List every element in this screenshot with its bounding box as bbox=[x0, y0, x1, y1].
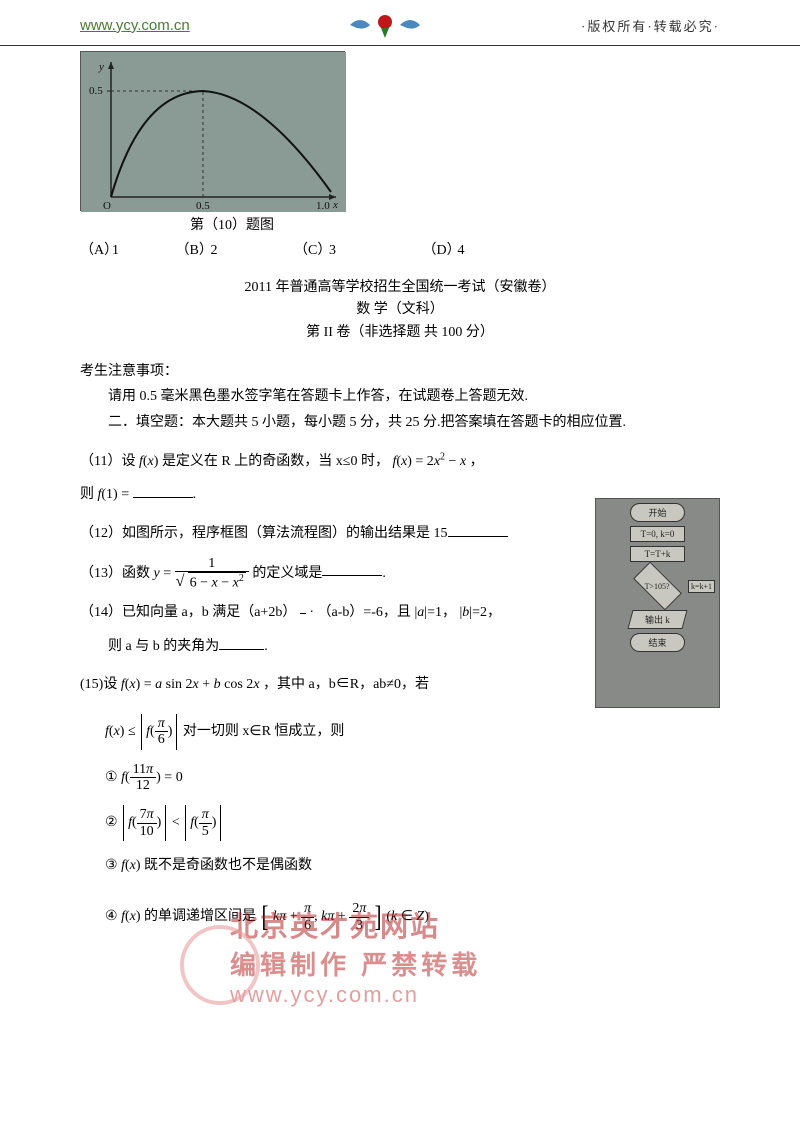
q15-cond-suffix: 对一切则 x∈R 恒成立，则 bbox=[183, 724, 345, 739]
x-tick-1: 0.5 bbox=[196, 200, 210, 212]
opt-A: 1 bbox=[112, 243, 172, 259]
opt-B-label: （B） bbox=[176, 239, 211, 259]
q11-prefix: （11）设 bbox=[80, 454, 135, 469]
exam-line1: 2011 年普通高等学校招生全国统一考试（安徽卷） bbox=[80, 277, 720, 299]
q11-mid: 是定义在 R 上的奇函数，当 x≤0 时， bbox=[162, 454, 389, 469]
q14-blank bbox=[219, 636, 264, 650]
q15-item1: ① f(11π12) = 0 bbox=[105, 762, 720, 794]
opt-C: 3 bbox=[329, 243, 419, 259]
notice-title: 考生注意事项： bbox=[80, 359, 720, 384]
fc-cond: T>105? bbox=[633, 562, 682, 611]
header-url: www.ycy.com.cn bbox=[80, 17, 190, 34]
q13-prefix: （13）函数 bbox=[80, 565, 150, 580]
q10-caption: 第（10）题图 bbox=[190, 214, 720, 234]
exam-line2: 数 学（文科） bbox=[80, 299, 720, 321]
x-axis-label: x bbox=[332, 199, 338, 211]
opt-D: 4 bbox=[458, 243, 465, 259]
page-header: www.ycy.com.cn ·版权所有·转载必究· bbox=[0, 0, 800, 46]
q11-blank bbox=[133, 484, 193, 498]
notice-block: 考生注意事项： 请用 0.5 毫米黑色墨水签字笔在答题卡上作答，在试题卷上答题无… bbox=[80, 359, 720, 435]
q15-condition: f(x) ≤ f(π6) 对一切则 x∈R 恒成立，则 bbox=[105, 714, 720, 750]
flowchart-figure: 开始 T=0, k=0 T=T+k T>105? k=k+1 输出 k 结束 bbox=[595, 498, 720, 708]
q15-abs1: f(π6) bbox=[141, 714, 177, 750]
x-tick-2: 1.0 bbox=[316, 200, 330, 212]
q15-suffix: ，其中 a，b∈R，ab≠0，若 bbox=[263, 677, 429, 692]
q10-graph: y x 0.5 0.5 1.0 O bbox=[80, 51, 345, 211]
exam-line3: 第 II 卷（非选择题 共 100 分） bbox=[80, 322, 720, 344]
opt-C-label: （C） bbox=[294, 239, 329, 259]
q14-period: . bbox=[264, 639, 268, 654]
q15-i3-text: 既不是奇函数也不是偶函数 bbox=[144, 858, 312, 873]
q14-dot: · bbox=[309, 605, 314, 620]
q15-i1-eq: = 0 bbox=[164, 770, 182, 785]
q15-i1-circ: ① bbox=[105, 770, 118, 785]
q15-i3-circ: ③ bbox=[105, 858, 118, 873]
fc-branch: k=k+1 bbox=[688, 580, 715, 593]
q12-blank bbox=[448, 523, 508, 537]
fc-end: 结束 bbox=[630, 633, 685, 652]
fc-start: 开始 bbox=[630, 503, 685, 522]
q14-eq2: =2， bbox=[472, 605, 501, 620]
opt-D-label: （D） bbox=[423, 239, 458, 259]
q12-text: （12）如图所示，程序框图（算法流程图）的输出结果是 15 bbox=[80, 526, 448, 541]
header-copyright: ·版权所有·转载必究· bbox=[581, 16, 720, 35]
origin-label: O bbox=[103, 200, 111, 212]
notice-line2: 二．填空题：本大题共 5 小题，每小题 5 分，共 25 分.把答案填在答题卡的… bbox=[80, 410, 720, 435]
q14-eq1: =1， bbox=[427, 605, 456, 620]
q15-prefix: (15)设 bbox=[80, 677, 117, 692]
opt-A-label: （A） bbox=[80, 239, 112, 259]
y-axis-label: y bbox=[98, 61, 104, 73]
q15-i2-lt: < bbox=[172, 815, 183, 830]
header-logo bbox=[345, 10, 425, 40]
q11-period: . bbox=[193, 487, 197, 502]
q14-l2: 则 a 与 b 的夹角为 bbox=[108, 639, 219, 654]
q13-period: . bbox=[382, 565, 386, 580]
q15-item4: ④ f(x) 的单调递增区间是 [ kπ + π6, kπ + 2π3 ] (k… bbox=[105, 890, 720, 944]
q15-item3: ③ f(x) 既不是奇函数也不是偶函数 bbox=[105, 853, 720, 878]
q11-comma: ， bbox=[470, 454, 484, 469]
q13-y: y bbox=[154, 565, 160, 580]
q14-l1b: （a-b）=-6，且 bbox=[318, 605, 411, 620]
q11-line2: 则 bbox=[80, 487, 94, 502]
opt-B: 2 bbox=[211, 243, 291, 259]
q15-i4-pre: 的单调递增区间是 bbox=[144, 909, 256, 924]
q13-fraction: 1 6 − x − x2 bbox=[175, 556, 249, 591]
q13-num: 1 bbox=[175, 556, 249, 572]
fc-output: 输出 k bbox=[627, 610, 687, 629]
q15-item2: ② f(7π10) < f(π5) bbox=[105, 805, 720, 841]
wm-line3: www.ycy.com.cn bbox=[230, 982, 650, 1008]
exam-title-block: 2011 年普通高等学校招生全国统一考试（安徽卷） 数 学（文科） 第 II 卷… bbox=[80, 277, 720, 344]
notice-line1: 请用 0.5 毫米黑色墨水签字笔在答题卡上作答，在试题卷上答题无效. bbox=[80, 384, 720, 409]
q10-options: （A）1 （B）2 （C）3 （D）4 bbox=[80, 239, 720, 259]
q15-i2-circ: ② bbox=[105, 815, 118, 830]
fc-init: T=0, k=0 bbox=[630, 526, 685, 542]
q13-blank bbox=[322, 562, 382, 576]
fc-assign: T=T+k bbox=[630, 546, 685, 562]
q13-suffix: 的定义域是 bbox=[252, 565, 322, 580]
q15-i4-circ: ④ bbox=[105, 909, 118, 924]
q14-l1a: （14）已知向量 a，b 满足（a+2b） bbox=[80, 605, 296, 620]
y-tick: 0.5 bbox=[89, 85, 103, 97]
